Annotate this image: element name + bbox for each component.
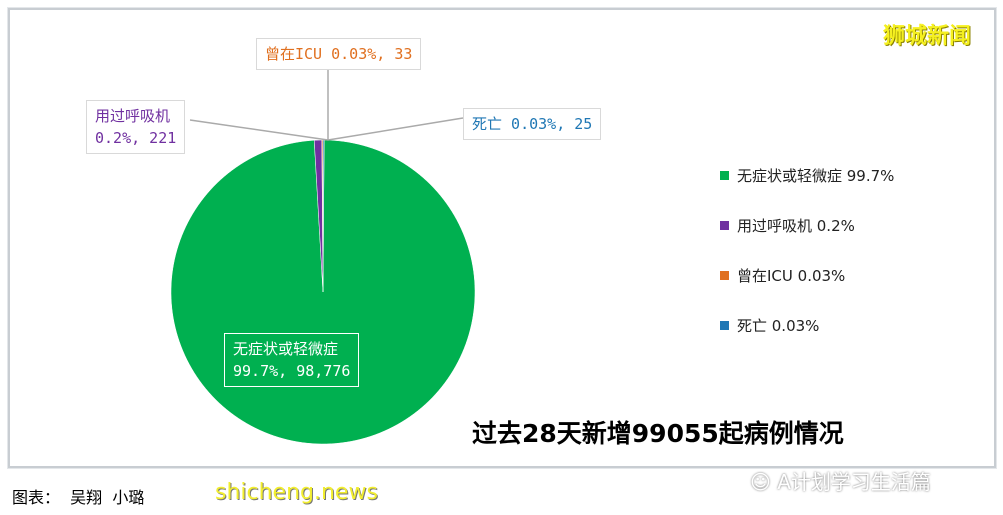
- label-ventilator: 用过呼吸机 0.2%, 221: [86, 100, 186, 154]
- legend-item: 死亡 0.03%: [720, 315, 894, 365]
- legend-item: 曾在ICU 0.03%: [720, 265, 894, 315]
- wechat-icon: ☺: [750, 470, 778, 494]
- legend-item: 用过呼吸机 0.2%: [720, 215, 894, 265]
- legend-swatch: [720, 221, 729, 230]
- leader-line: [189, 119, 329, 141]
- legend-item: 无症状或轻微症 99.7%: [720, 165, 894, 215]
- caption: 图表： 吴翔 小璐: [12, 488, 145, 507]
- label-death: 死亡 0.03%, 25: [463, 108, 602, 140]
- legend: 无症状或轻微症 99.7% 用过呼吸机 0.2% 曾在ICU 0.03% 死亡 …: [720, 165, 894, 365]
- label-mild: 无症状或轻微症 99.7%, 98,776: [224, 333, 360, 387]
- legend-swatch: [720, 321, 729, 330]
- watermark-account: ☺ A计划学习生活篇: [750, 470, 931, 494]
- brand-logo: 狮城新闻: [883, 24, 972, 49]
- chart-title: 过去28天新增99055起病例情况: [472, 419, 844, 448]
- legend-swatch: [720, 271, 729, 280]
- watermark-site: shicheng.news: [215, 480, 378, 505]
- label-icu: 曾在ICU 0.03%, 33: [256, 38, 422, 70]
- leader-line: [327, 117, 464, 141]
- legend-swatch: [720, 171, 729, 180]
- chart-frame: [8, 8, 996, 468]
